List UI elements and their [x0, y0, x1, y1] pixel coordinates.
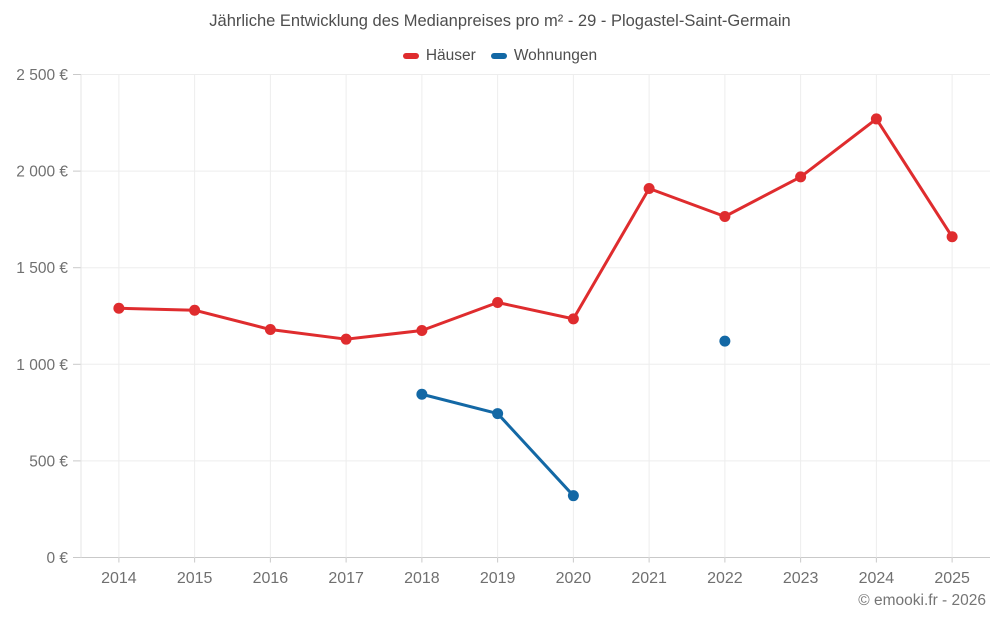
data-point-h-user-2024[interactable] — [870, 113, 882, 125]
y-axis-label: 1 500 € — [16, 260, 68, 277]
x-axis-label: 2022 — [707, 570, 743, 587]
y-axis-label: 1 000 € — [16, 357, 68, 374]
x-axis-label: 2025 — [934, 570, 970, 587]
x-axis-label: 2017 — [328, 570, 364, 587]
data-point-h-user-2025[interactable] — [946, 231, 958, 243]
y-axis-label: 500 € — [29, 453, 68, 470]
legend-marker-wohnungen — [490, 53, 507, 59]
chart-title: Jährliche Entwicklung des Medianpreises … — [209, 12, 791, 30]
data-point-h-user-2016[interactable] — [264, 324, 276, 336]
data-point-h-user-2021[interactable] — [643, 182, 655, 194]
data-point-h-user-2019[interactable] — [492, 296, 504, 308]
legend-item-h-user[interactable]: Häuser — [402, 47, 476, 65]
x-axis-label: 2016 — [253, 570, 289, 587]
x-axis-label: 2020 — [556, 570, 592, 587]
x-axis-label: 2015 — [177, 570, 213, 587]
series-line-h-user — [117, 117, 954, 341]
data-point-h-user-2018[interactable] — [416, 324, 428, 336]
y-axis-label: 2 000 € — [16, 164, 68, 181]
x-axis-label: 2018 — [404, 570, 440, 587]
legend-item-wohnungen[interactable]: Wohnungen — [490, 47, 598, 65]
x-axis-label: 2021 — [631, 570, 667, 587]
x-axis-label: 2023 — [783, 570, 819, 587]
data-point-wohnungen-2018[interactable] — [416, 388, 428, 400]
y-axis-label: 0 € — [46, 550, 68, 567]
legend: Häuser Wohnungen — [0, 47, 1000, 65]
data-point-h-user-2015[interactable] — [189, 304, 201, 316]
data-point-h-user-2022[interactable] — [719, 211, 731, 223]
data-point-h-user-2023[interactable] — [795, 171, 807, 183]
legend-label: Häuser — [425, 47, 476, 64]
data-point-h-user-2020[interactable] — [567, 313, 579, 325]
x-axis-label: 2019 — [480, 570, 516, 587]
data-point-wohnungen-2020[interactable] — [567, 490, 579, 502]
data-point-h-user-2014[interactable] — [113, 302, 125, 314]
legend-label: Wohnungen — [513, 47, 598, 64]
data-point-wohnungen-2019[interactable] — [492, 408, 504, 420]
legend-marker-h-user — [402, 53, 419, 59]
data-point-wohnungen-2022[interactable] — [719, 335, 731, 347]
x-axis-label: 2024 — [859, 570, 895, 587]
data-point-h-user-2017[interactable] — [340, 333, 352, 345]
x-axis-label: 2014 — [101, 570, 137, 587]
credit-text: © emooki.fr - 2026 — [858, 592, 986, 609]
y-axis-label: 2 500 € — [16, 67, 68, 84]
